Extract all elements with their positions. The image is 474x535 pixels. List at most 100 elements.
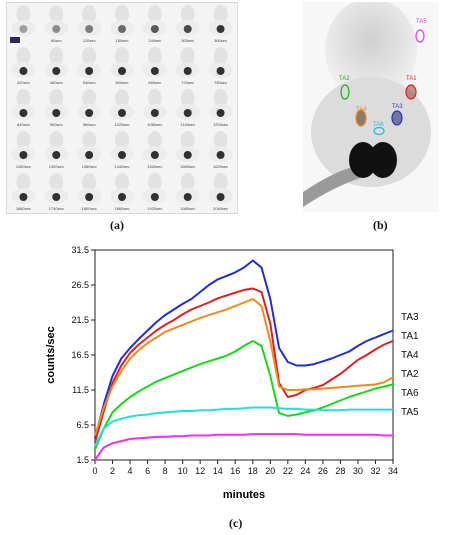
- series-line-ta3: [94, 259, 394, 440]
- frame-head: [82, 173, 97, 191]
- frame-thyroid: [150, 25, 159, 33]
- chart-series: [94, 259, 394, 461]
- frame-thumbnail: [11, 5, 36, 36]
- roi-ta5-label: TA5: [416, 19, 427, 25]
- y-axis-label: counts/sec: [45, 326, 57, 383]
- frame-marker: [10, 37, 20, 43]
- frame-label: 1200sec: [213, 122, 228, 127]
- frame-thyroid: [85, 25, 94, 33]
- x-tick-label: 22: [283, 466, 293, 476]
- legend-label-ta4: TA4: [401, 350, 419, 361]
- frame-thumbnail: 2040sec: [208, 173, 233, 211]
- frame-thumbnail: 300sec: [175, 5, 200, 43]
- frame-thumbnail: 720sec: [175, 47, 200, 85]
- frame-head: [82, 5, 97, 23]
- frame-thyroid: [19, 193, 28, 201]
- frame-label: 360sec: [214, 38, 227, 43]
- frame-label: 660sec: [148, 80, 161, 85]
- frame-head: [180, 131, 195, 149]
- frame-thumbnail: 540sec: [77, 47, 102, 85]
- frame-thyroid: [118, 109, 126, 117]
- frame-label: 1380sec: [82, 164, 97, 169]
- thyroid-right-lobe: [369, 142, 397, 178]
- frame-thumbnail: 780sec: [208, 47, 233, 85]
- frame-label: 480sec: [50, 80, 63, 85]
- frame-label: 1740sec: [49, 206, 64, 211]
- frame-thyroid: [183, 151, 192, 159]
- frame-neck: [11, 20, 36, 36]
- x-tick-label: 30: [353, 466, 363, 476]
- frame-label: 1080sec: [147, 122, 162, 127]
- frame-head: [115, 173, 129, 191]
- frame-thumbnail: 1560sec: [175, 131, 200, 169]
- frame-head: [180, 47, 195, 65]
- frame-head: [213, 5, 228, 23]
- frame-thumbnail: 60sec: [44, 5, 69, 43]
- x-tick-label: 8: [163, 466, 168, 476]
- frame-head: [147, 47, 162, 65]
- frame-head: [82, 131, 97, 149]
- frame-head: [115, 131, 129, 149]
- frame-label: 1980sec: [180, 206, 195, 211]
- frame-head: [180, 173, 195, 191]
- frame-thyroid: [183, 193, 192, 201]
- frame-thumbnail: 1860sec: [110, 173, 134, 211]
- summed-image: TA5 TA2 TA1 TA4 TA3 TA6: [303, 2, 431, 207]
- frame-thumbnail: 1500sec: [142, 131, 167, 169]
- frame-head: [213, 47, 228, 65]
- series-line-ta1: [94, 287, 394, 443]
- x-tick-label: 24: [300, 466, 310, 476]
- frame-thyroid: [85, 151, 94, 159]
- x-tick-label: 20: [265, 466, 275, 476]
- legend-label-ta5: TA5: [401, 407, 419, 418]
- x-tick-label: 16: [230, 466, 240, 476]
- frame-thumbnail: 1620sec: [208, 131, 233, 169]
- frame-label: 1920sec: [147, 206, 162, 211]
- frame-label: 1860sec: [114, 206, 129, 211]
- frame-label: 1020sec: [114, 122, 129, 127]
- frame-head: [213, 173, 228, 191]
- x-axis-label: minutes: [223, 489, 265, 501]
- x-tick-label: 28: [335, 466, 345, 476]
- frame-label: 240sec: [148, 38, 161, 43]
- frame-label: 1440sec: [114, 164, 129, 169]
- roi-ta6-label: TA6: [373, 122, 384, 128]
- frame-thyroid: [150, 151, 159, 159]
- frame-thyroid: [183, 67, 192, 75]
- frame-head: [16, 47, 31, 65]
- time-activity-chart: 1.5 6.5 11.5 16.5 21.5 26.5 31.5 0 2 4 6 8 10 12 14 16 1…: [40, 238, 450, 513]
- frame-thyroid: [183, 109, 192, 117]
- frame-thumbnail: 1080sec: [142, 89, 167, 127]
- frame-thyroid: [19, 151, 28, 159]
- frame-label: 960sec: [83, 122, 96, 127]
- thyroid-left-lobe: [349, 142, 377, 178]
- frame-thyroid: [183, 25, 192, 33]
- y-tick-label: 21.5: [71, 315, 89, 325]
- frame-head: [16, 173, 31, 191]
- frame-head: [49, 173, 64, 191]
- frame-thumbnail: 600sec: [110, 47, 134, 85]
- roi-ta2-label: TA2: [339, 76, 350, 82]
- series-line-ta2: [94, 340, 394, 450]
- frame-thyroid: [85, 109, 94, 117]
- frame-thyroid: [19, 109, 28, 117]
- frame-label: 540sec: [83, 80, 96, 85]
- frame-label: 720sec: [181, 80, 194, 85]
- frame-thumbnail: 1680sec: [11, 173, 36, 211]
- frame-head: [115, 47, 129, 65]
- frame-head: [147, 89, 162, 107]
- frame-label: 1680sec: [16, 206, 31, 211]
- frame-thumbnail: 1800sec: [77, 173, 102, 211]
- frame-thumbnail: 1260sec: [11, 131, 36, 169]
- roi-ta3-label: TA3: [392, 104, 403, 110]
- dynamic-frames-grid: 60sec 120sec 180sec 240sec 300sec 360sec 420se…: [10, 5, 233, 211]
- frame-head: [115, 89, 129, 107]
- frame-thyroid: [85, 67, 94, 75]
- frame-thyroid: [85, 193, 94, 201]
- frame-label: 1800sec: [82, 206, 97, 211]
- y-tick-label: 16.5: [71, 350, 89, 360]
- x-tick-label: 4: [128, 466, 133, 476]
- frame-head: [147, 5, 162, 23]
- x-tick-label: 2: [110, 466, 115, 476]
- frame-head: [16, 5, 31, 23]
